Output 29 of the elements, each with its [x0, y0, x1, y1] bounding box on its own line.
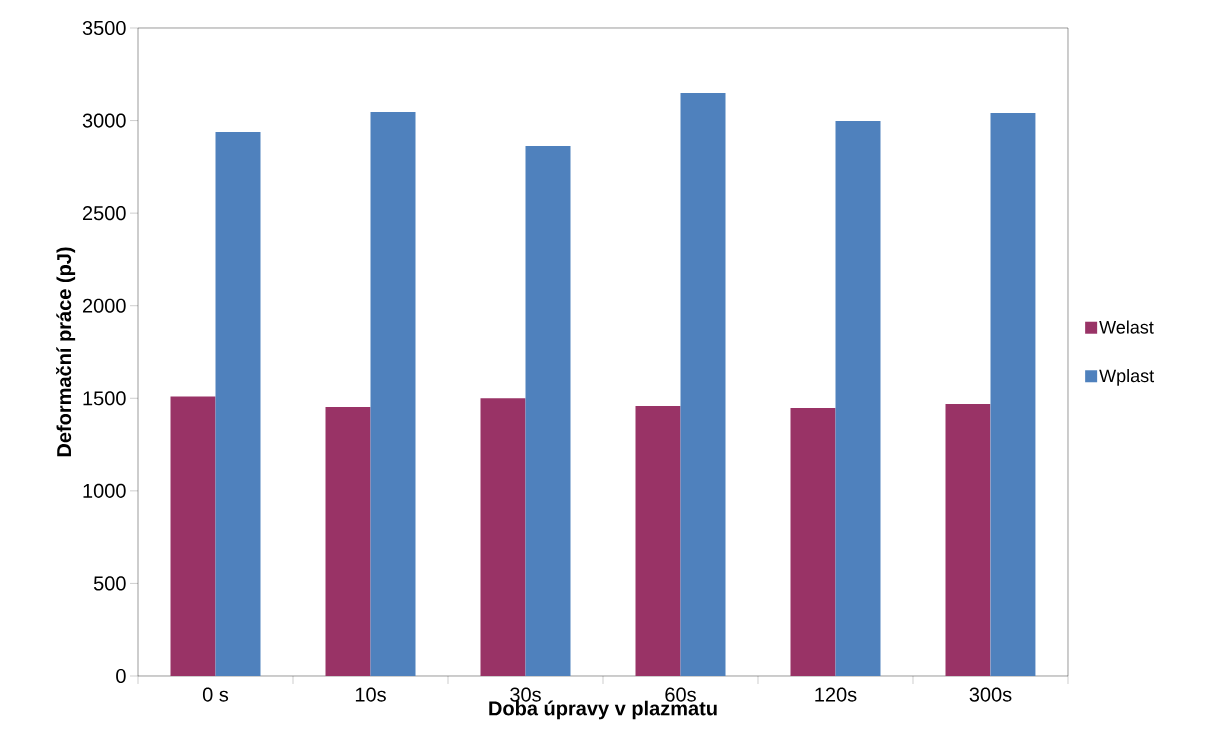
y-tick-label: 3000	[82, 113, 126, 128]
x-tick-label: 300s	[969, 687, 1012, 702]
y-tick-label: 1500	[83, 391, 126, 406]
y-tick-label: 2000	[82, 298, 126, 313]
x-tick-label: 10s	[355, 687, 386, 702]
y-tick-label: 1000	[83, 483, 126, 498]
legend-label: Wplast	[1099, 368, 1155, 386]
legend-label: Welast	[1099, 320, 1154, 334]
x-tick-label: 0 s	[202, 687, 229, 702]
bar	[525, 145, 571, 676]
bar	[170, 396, 216, 676]
bar	[835, 120, 881, 676]
y-tick-label: 0	[116, 668, 126, 684]
bar	[635, 406, 681, 676]
y-tick-label: 500	[93, 576, 126, 591]
bar	[215, 132, 261, 676]
x-tick-label: 60s	[665, 687, 696, 702]
y-axis-title: Deformační práce (pJ)	[56, 247, 76, 457]
bar	[370, 112, 416, 676]
bar	[480, 398, 526, 676]
x-tick-label: 120s	[815, 687, 857, 702]
bar	[325, 406, 371, 676]
bar	[945, 404, 991, 676]
x-tick-label: 30s	[510, 687, 541, 702]
y-tick-label: 2500	[82, 206, 126, 221]
bar	[790, 407, 836, 676]
y-tick-label: 3500	[82, 20, 126, 36]
bar	[680, 92, 726, 676]
bar	[990, 112, 1036, 676]
